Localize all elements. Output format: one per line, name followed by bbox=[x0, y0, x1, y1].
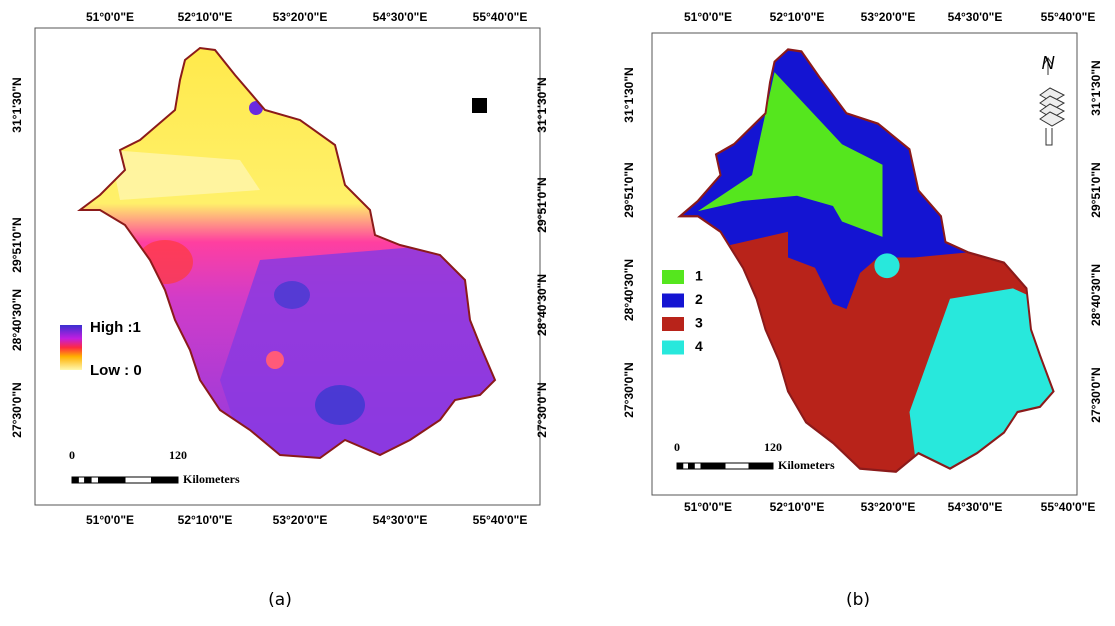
legend-label: 1 bbox=[695, 268, 703, 284]
latitude-label: 28°40'30"N bbox=[535, 274, 549, 336]
latitude-label: 31°1'30"N bbox=[535, 77, 549, 132]
latitude-label: 29°51'0"N bbox=[1089, 162, 1103, 217]
scale-bar-segment bbox=[676, 462, 684, 470]
latitude-label: 27°30'0"N bbox=[622, 362, 636, 417]
scale-bar-segment bbox=[124, 476, 152, 484]
scale-label: 0 bbox=[674, 440, 680, 454]
scale-bar-segment bbox=[77, 476, 86, 484]
longitude-label: 51°0'0"E bbox=[86, 513, 134, 527]
legend-ramp bbox=[60, 325, 82, 370]
latitude-label: 28°40'30"N bbox=[1089, 264, 1103, 326]
longitude-label: 52°10'0"E bbox=[770, 500, 825, 514]
scale-bar-segment bbox=[688, 462, 695, 470]
scale-bar-segment bbox=[700, 462, 726, 470]
frame bbox=[651, 32, 1078, 496]
scale-unit: Kilometers bbox=[778, 458, 835, 472]
longitude-label: 55°40'0"E bbox=[1041, 500, 1096, 514]
longitude-label: 53°20'0"E bbox=[861, 500, 916, 514]
longitude-label: 54°30'0"E bbox=[948, 10, 1003, 24]
longitude-label: 51°0'0"E bbox=[86, 10, 134, 24]
scale-bar-segment bbox=[84, 476, 92, 484]
longitude-label: 51°0'0"E bbox=[684, 500, 732, 514]
legend-label: 3 bbox=[695, 315, 703, 331]
north-label: N bbox=[1042, 53, 1056, 73]
latitude-label: 27°30'0"N bbox=[1089, 367, 1103, 422]
scale-bar-segment bbox=[90, 476, 100, 484]
north-arrow bbox=[1039, 57, 1066, 146]
legend-low: Low : 0 bbox=[90, 362, 142, 379]
scale-unit: Kilometers bbox=[183, 472, 240, 486]
legend-swatch bbox=[662, 270, 684, 284]
legend-swatch bbox=[662, 340, 684, 355]
longitude-label: 52°10'0"E bbox=[178, 10, 233, 24]
longitude-label: 53°20'0"E bbox=[273, 10, 328, 24]
latitude-label: 31°1'30"N bbox=[622, 67, 636, 122]
longitude-label: 53°20'0"E bbox=[861, 10, 916, 24]
scale-label: 120 bbox=[169, 448, 187, 462]
longitude-label: 52°10'0"E bbox=[770, 10, 825, 24]
legend-swatch bbox=[662, 317, 684, 331]
scale-bar-segment bbox=[71, 476, 79, 484]
scale-label: 0 bbox=[69, 448, 75, 462]
marker bbox=[472, 98, 487, 113]
longitude-label: 53°20'0"E bbox=[273, 513, 328, 527]
frame bbox=[34, 27, 541, 506]
longitude-label: 55°40'0"E bbox=[473, 513, 528, 527]
scale-bar-segment bbox=[748, 462, 774, 470]
scale-label: 120 bbox=[764, 440, 782, 454]
longitude-label: 51°0'0"E bbox=[684, 10, 732, 24]
scale-bar-segment bbox=[98, 476, 126, 484]
legend-swatch bbox=[662, 293, 684, 308]
scale-bar-segment bbox=[724, 462, 750, 470]
longitude-label: 54°30'0"E bbox=[373, 10, 428, 24]
caption: (b) bbox=[846, 590, 870, 610]
longitude-label: 55°40'0"E bbox=[1041, 10, 1096, 24]
latitude-label: 31°1'30"N bbox=[1089, 60, 1103, 115]
longitude-label: 54°30'0"E bbox=[373, 513, 428, 527]
legend-high: High :1 bbox=[90, 319, 141, 336]
latitude-label: 28°40'30"N bbox=[622, 259, 636, 321]
latitude-label: 28°40'30"N bbox=[10, 289, 24, 351]
latitude-label: 29°51'0"N bbox=[622, 162, 636, 217]
legend-label: 2 bbox=[695, 291, 703, 307]
scale-bar-segment bbox=[151, 476, 179, 484]
latitude-label: 31°1'30"N bbox=[10, 77, 24, 132]
suitability-surface bbox=[80, 48, 495, 458]
scale-bar-segment bbox=[682, 462, 690, 470]
scale-bar-segment bbox=[693, 462, 702, 470]
legend-label: 4 bbox=[695, 338, 703, 354]
longitude-label: 55°40'0"E bbox=[473, 10, 528, 24]
caption: (a) bbox=[268, 590, 292, 610]
latitude-label: 27°30'0"N bbox=[10, 382, 24, 437]
latitude-label: 29°51'0"N bbox=[535, 177, 549, 232]
class-map bbox=[680, 49, 1054, 472]
longitude-label: 54°30'0"E bbox=[948, 500, 1003, 514]
longitude-label: 52°10'0"E bbox=[178, 513, 233, 527]
latitude-label: 27°30'0"N bbox=[535, 382, 549, 437]
latitude-label: 29°51'0"N bbox=[10, 217, 24, 272]
